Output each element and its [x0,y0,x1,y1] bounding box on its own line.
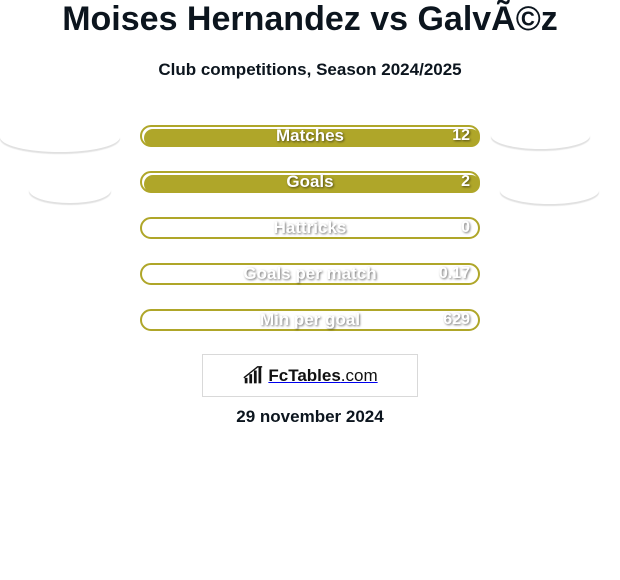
logo-text-light: .com [341,366,378,385]
stat-bar-border [140,171,480,193]
stat-bars: Matches 12 Goals 2 Hattricks 0 Goals per… [0,125,620,355]
chart-bars-icon [242,365,264,387]
stat-bar-border [140,125,480,147]
logo-text-bold: FcTables [268,366,340,385]
logo-text: FcTables.com [268,366,377,386]
stat-bar-fill [144,129,480,147]
generated-date: 29 november 2024 [0,407,620,427]
stat-row: Min per goal 629 [0,309,620,355]
stat-bar-border [140,263,480,285]
stat-bar-border [140,309,480,331]
subtitle: Club competitions, Season 2024/2025 [0,60,620,80]
stat-row: Matches 12 [0,125,620,171]
page-title: Moises Hernandez vs GalvÃ©z [0,0,620,39]
stat-bar-border [140,217,480,239]
stat-bar-fill [144,175,480,193]
fctables-logo-link[interactable]: FcTables.com [202,354,418,397]
stat-row: Goals per match 0.17 [0,263,620,309]
comparison-infographic: Moises Hernandez vs GalvÃ©z Club competi… [0,0,620,580]
stat-row: Hattricks 0 [0,217,620,263]
stat-row: Goals 2 [0,171,620,217]
